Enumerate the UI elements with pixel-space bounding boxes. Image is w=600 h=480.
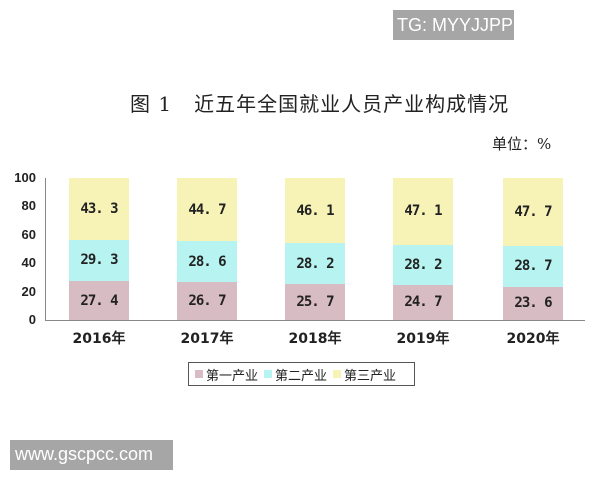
bar-segment: 27. 4	[69, 281, 129, 320]
legend-label: 第三产业	[344, 368, 397, 384]
y-tick-label: 0	[28, 312, 36, 327]
y-tick-label: 100	[14, 170, 36, 185]
legend-swatch-icon	[195, 370, 203, 378]
bar-segment: 47. 7	[503, 178, 563, 246]
x-tick-label: 2016年	[72, 331, 126, 347]
stacked-bar: 24. 7 28. 2 47. 1	[393, 178, 453, 320]
x-axis	[45, 320, 585, 321]
chart-title: 图 1 近五年全国就业人员产业构成情况	[130, 92, 510, 116]
plot-area: 0 20 40 60 80 100 27. 4 29. 3 43. 3 26. 7 28. 6 44.…	[14, 170, 585, 327]
bar-segment: 24. 7	[393, 284, 453, 320]
bar-segment: 29. 3	[69, 239, 129, 282]
legend-item: 第三产业	[333, 365, 396, 384]
watermark-top: TG: MYYJJPP	[393, 10, 514, 40]
y-tick-label: 20	[21, 283, 36, 299]
bar-segment: 47. 1	[393, 178, 453, 245]
legend-label: 第二产业	[275, 368, 328, 384]
stacked-bar: 26. 7 28. 6 44. 7	[177, 178, 237, 320]
y-axis	[45, 178, 46, 321]
bar-segment: 26. 7	[177, 282, 237, 320]
watermark-bottom: www.gscpcc.com	[10, 440, 173, 470]
bar-segment: 43. 3	[69, 178, 129, 240]
bar-segment: 28. 6	[177, 241, 237, 283]
legend-swatch-icon	[333, 370, 342, 378]
unit-label: 单位：%	[492, 135, 552, 153]
bar-segment: 23. 6	[503, 286, 563, 320]
stacked-bar: 23. 6 28. 7 47. 7	[503, 178, 563, 320]
legend-swatch-icon	[264, 370, 273, 378]
bar-segment: 25. 7	[285, 283, 345, 320]
legend-item: 第二产业	[264, 365, 327, 384]
legend: 第一产业 第二产业 第三产业	[188, 362, 415, 386]
legend-label: 第一产业	[206, 368, 259, 384]
x-tick-label: 2018年	[288, 331, 342, 347]
stacked-bar: 27. 4 29. 3 43. 3	[69, 178, 129, 320]
y-tick-label: 40	[21, 255, 36, 271]
bar-segment: 44. 7	[177, 178, 237, 242]
x-tick-label: 2019年	[396, 331, 450, 347]
x-tick-label: 2017年	[180, 331, 234, 347]
bar-segment: 28. 2	[285, 243, 345, 284]
y-tick-label: 80	[21, 198, 36, 214]
bar-segment: 28. 7	[503, 245, 563, 287]
bar-segment: 46. 1	[285, 178, 345, 244]
bar-segment: 28. 2	[393, 244, 453, 285]
legend-item: 第一产业	[195, 365, 258, 384]
x-tick-label: 2020年	[506, 331, 560, 347]
stacked-bar: 25. 7 28. 2 46. 1	[285, 178, 345, 320]
y-tick-label: 60	[21, 226, 36, 242]
